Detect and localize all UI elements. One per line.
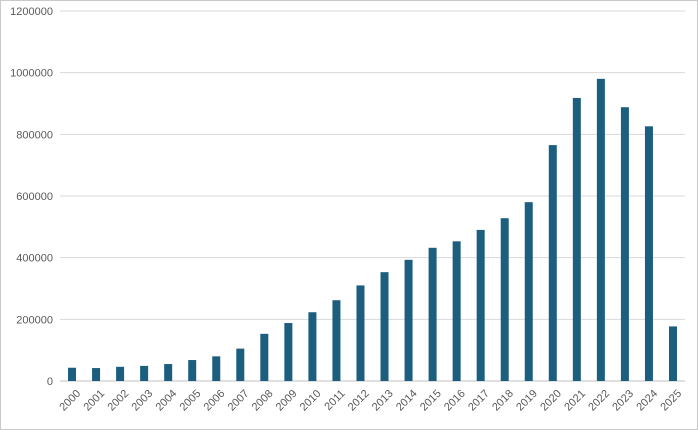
bar-2003 bbox=[140, 365, 149, 381]
x-tick-label: 2024 bbox=[634, 388, 660, 414]
bar-2009 bbox=[284, 323, 293, 381]
x-tick-label: 2018 bbox=[490, 388, 516, 414]
bar-2008 bbox=[260, 333, 269, 381]
bar-2002 bbox=[116, 366, 125, 381]
y-tick-label: 0 bbox=[47, 376, 53, 388]
bar-2018 bbox=[500, 218, 509, 381]
bar-2016 bbox=[452, 241, 461, 381]
bar-2014 bbox=[404, 259, 413, 381]
x-tick-label: 2023 bbox=[610, 388, 636, 414]
x-tick-label: 2025 bbox=[658, 388, 684, 414]
x-tick-label: 2011 bbox=[322, 388, 347, 413]
bar-2001 bbox=[92, 368, 101, 381]
x-tick-label: 2007 bbox=[226, 388, 252, 414]
bar-2023 bbox=[620, 107, 629, 381]
bar-2006 bbox=[212, 356, 221, 381]
bar-2004 bbox=[164, 364, 173, 381]
x-tick-label: 2019 bbox=[514, 388, 540, 414]
bar-2021 bbox=[572, 97, 581, 381]
x-tick-label: 2016 bbox=[442, 388, 468, 414]
x-tick-label: 2009 bbox=[274, 388, 300, 414]
y-tick-label: 800000 bbox=[16, 129, 53, 141]
x-tick-label: 2001 bbox=[81, 388, 107, 414]
y-tick-label: 200000 bbox=[16, 314, 53, 326]
x-tick-label: 2006 bbox=[202, 388, 228, 414]
bar-2015 bbox=[428, 247, 437, 381]
bar-2000 bbox=[68, 367, 77, 381]
bar-2013 bbox=[380, 272, 389, 381]
bar-2011 bbox=[332, 300, 341, 381]
x-tick-label: 2010 bbox=[298, 388, 324, 414]
y-tick-label: 600000 bbox=[16, 191, 53, 203]
bar-2019 bbox=[524, 202, 533, 381]
bar-2007 bbox=[236, 348, 245, 381]
x-tick-label: 2004 bbox=[154, 388, 180, 414]
x-tick-label: 2017 bbox=[466, 388, 492, 414]
x-tick-label: 2008 bbox=[250, 388, 276, 414]
y-tick-label: 400000 bbox=[16, 253, 53, 265]
bar-2024 bbox=[644, 126, 653, 381]
x-tick-label: 2021 bbox=[562, 388, 588, 414]
x-tick-label: 2003 bbox=[130, 388, 156, 414]
x-tick-label: 2015 bbox=[418, 388, 444, 414]
x-tick-label: 2020 bbox=[538, 388, 564, 414]
x-tick-label: 2002 bbox=[106, 388, 132, 414]
bar-2022 bbox=[596, 78, 605, 381]
bar-2010 bbox=[308, 312, 317, 381]
x-tick-label: 2022 bbox=[586, 388, 612, 414]
y-tick-label: 1200000 bbox=[10, 6, 53, 18]
bar-2020 bbox=[548, 145, 557, 381]
x-tick-label: 2013 bbox=[370, 388, 396, 414]
x-tick-label: 2005 bbox=[178, 388, 204, 414]
bar-2017 bbox=[476, 229, 485, 381]
x-tick-label: 2000 bbox=[57, 388, 83, 414]
bar-2012 bbox=[356, 285, 365, 381]
y-tick-label: 1000000 bbox=[10, 68, 53, 80]
bar-2005 bbox=[188, 360, 197, 381]
bar-2025 bbox=[668, 326, 677, 381]
x-tick-label: 2014 bbox=[394, 388, 420, 414]
x-tick-label: 2012 bbox=[346, 388, 372, 414]
